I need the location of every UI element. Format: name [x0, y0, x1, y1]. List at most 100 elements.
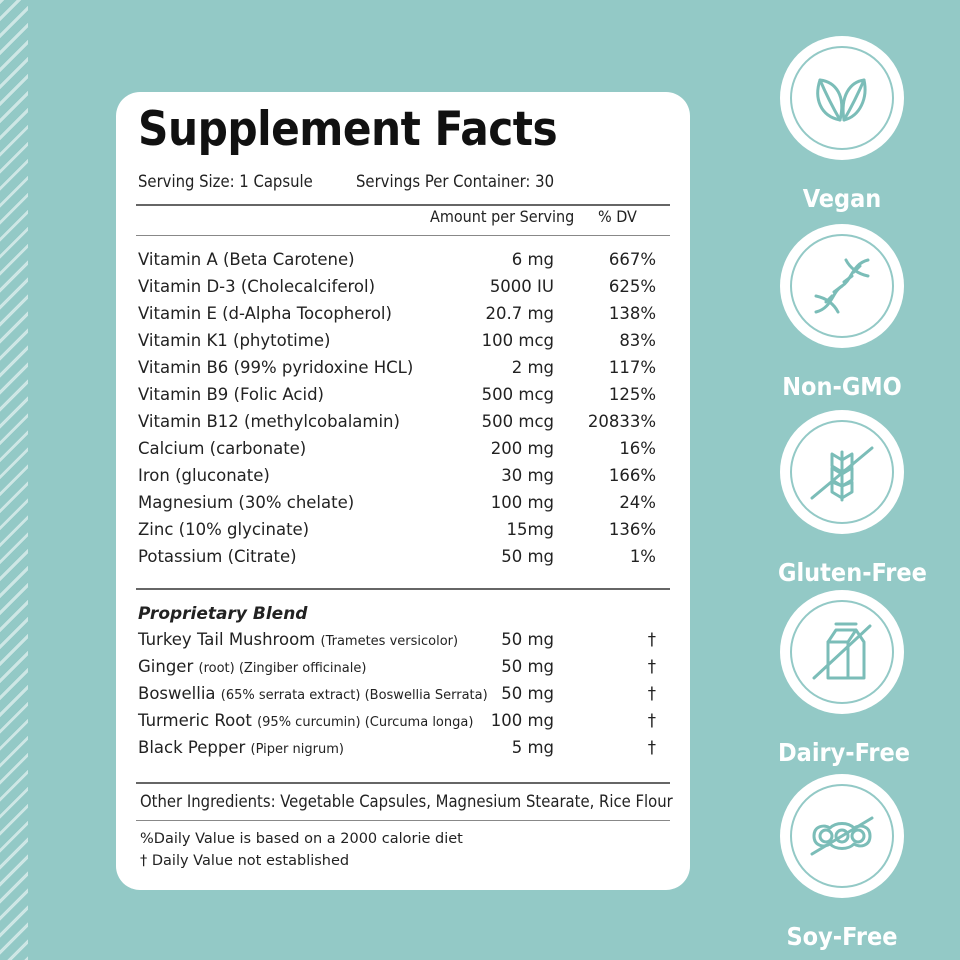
badge-dairy-free: Dairy-Free — [778, 590, 911, 767]
blend-name-cell: Turmeric Root (95% curcumin) (Curcuma lo… — [138, 711, 473, 730]
divider — [136, 204, 670, 206]
nutrient-amount: 2 mg — [511, 358, 554, 377]
nutrient-row: Iron (gluconate) 30 mg 166% — [116, 466, 690, 493]
nutrient-dv: 625% — [608, 277, 656, 296]
divider — [136, 820, 670, 821]
blend-name: Turmeric Root — [138, 711, 252, 730]
blend-title: Proprietary Blend — [138, 604, 308, 624]
blend-note: (Piper nigrum) — [250, 742, 344, 757]
nutrient-amount: 500 mcg — [481, 385, 554, 404]
nutrient-row: Vitamin A (Beta Carotene) 6 mg 667% — [116, 250, 690, 277]
nutrient-name: Zinc (10% glycinate) — [138, 520, 310, 539]
badge-label: Gluten-Free — [778, 558, 927, 587]
badge-non-gmo: Non-GMO — [778, 224, 906, 401]
blend-name: Turkey Tail Mushroom — [138, 630, 316, 649]
blend-note: (65% serrata extract) (Boswellia Serrata… — [220, 688, 488, 703]
footnote-daily-value: %Daily Value is based on a 2000 calorie … — [140, 831, 463, 847]
nutrient-row: Magnesium (30% chelate) 100 mg 24% — [116, 493, 690, 520]
nutrient-dv: 1% — [629, 547, 656, 566]
nutrient-amount: 15mg — [506, 520, 554, 539]
blend-row: Turkey Tail Mushroom (Trametes versicolo… — [116, 630, 690, 657]
divider — [136, 782, 670, 784]
blend-name-cell: Ginger (root) (Zingiber officinale) — [138, 657, 366, 676]
blend-dv: † — [647, 738, 656, 757]
nutrient-amount: 30 mg — [501, 466, 554, 485]
nutrient-row: Vitamin B9 (Folic Acid) 500 mcg 125% — [116, 385, 690, 412]
nutrient-amount: 6 mg — [511, 250, 554, 269]
nutrient-dv: 16% — [619, 439, 656, 458]
nutrient-name: Vitamin E (d-Alpha Tocopherol) — [138, 304, 392, 323]
servings-per-container: Servings Per Container: 30 — [356, 172, 555, 191]
blend-amount: 50 mg — [501, 684, 554, 703]
nutrient-row: Zinc (10% glycinate) 15mg 136% — [116, 520, 690, 547]
badge-gluten-free: Gluten-Free — [778, 410, 927, 587]
serving-size: Serving Size: 1 Capsule — [138, 172, 313, 191]
badge-label: Dairy-Free — [778, 738, 911, 767]
blend-dv: † — [647, 684, 656, 703]
nutrient-amount: 200 mg — [490, 439, 554, 458]
blend-amount: 5 mg — [511, 738, 554, 757]
badge-circle — [780, 774, 904, 898]
blend-row: Turmeric Root (95% curcumin) (Curcuma lo… — [116, 711, 690, 738]
nutrient-row: Potassium (Citrate) 50 mg 1% — [116, 547, 690, 574]
nutrient-row: Calcium (carbonate) 200 mg 16% — [116, 439, 690, 466]
blend-name: Boswellia — [138, 684, 216, 703]
nutrient-dv: 125% — [608, 385, 656, 404]
blend-row: Black Pepper (Piper nigrum) 5 mg † — [116, 738, 690, 765]
badge-circle — [780, 590, 904, 714]
nutrient-dv: 136% — [608, 520, 656, 539]
blend-name: Ginger — [138, 657, 194, 676]
blend-amount: 50 mg — [501, 630, 554, 649]
nutrient-dv: 117% — [608, 358, 656, 377]
nutrient-row: Vitamin E (d-Alpha Tocopherol) 20.7 mg 138… — [116, 304, 690, 331]
nutrient-name: Vitamin B12 (methylcobalamin) — [138, 412, 400, 431]
badge-soy-free: Soy-Free — [778, 774, 906, 951]
divider — [136, 588, 670, 590]
nutrient-dv: 138% — [608, 304, 656, 323]
nutrient-name: Iron (gluconate) — [138, 466, 270, 485]
blend-row: Boswellia (65% serrata extract) (Boswell… — [116, 684, 690, 711]
supplement-facts-panel: Supplement Facts Serving Size: 1 Capsule… — [116, 92, 690, 890]
nutrient-name: Magnesium (30% chelate) — [138, 493, 355, 512]
badge-label: Soy-Free — [786, 922, 898, 951]
blend-name-cell: Black Pepper (Piper nigrum) — [138, 738, 344, 757]
badge-label: Non-GMO — [782, 372, 902, 401]
blend-dv: † — [647, 630, 656, 649]
milk-carton-crossed-icon — [812, 622, 872, 680]
nutrient-name: Calcium (carbonate) — [138, 439, 307, 458]
leaf-icon — [816, 78, 867, 122]
badge-circle — [780, 36, 904, 160]
blend-dv: † — [647, 657, 656, 676]
side-pattern — [0, 0, 28, 960]
nutrient-name: Vitamin B6 (99% pyridoxine HCL) — [138, 358, 414, 377]
panel-title: Supplement Facts — [138, 102, 558, 157]
nutrient-row: Vitamin D-3 (Cholecalciferol) 5000 IU 625% — [116, 277, 690, 304]
badge-vegan: Vegan — [778, 36, 906, 213]
nutrient-name: Vitamin K1 (phytotime) — [138, 331, 331, 350]
column-header-amount: Amount per Serving — [430, 207, 575, 226]
nutrient-dv: 166% — [608, 466, 656, 485]
nutrient-name: Vitamin D-3 (Cholecalciferol) — [138, 277, 376, 296]
blend-name: Black Pepper — [138, 738, 246, 757]
nutrient-dv: 20833% — [587, 412, 656, 431]
wheat-crossed-icon — [810, 446, 874, 502]
blend-dv: † — [647, 711, 656, 730]
column-header-dv: % DV — [598, 207, 637, 226]
soybean-crossed-icon — [810, 816, 874, 856]
badge-circle — [780, 410, 904, 534]
nutrient-amount: 5000 IU — [489, 277, 554, 296]
nutrient-amount: 20.7 mg — [485, 304, 554, 323]
badge-circle — [780, 224, 904, 348]
blend-note: (Trametes versicolor) — [320, 634, 459, 649]
nutrient-dv: 83% — [619, 331, 656, 350]
nutrient-name: Vitamin A (Beta Carotene) — [138, 250, 355, 269]
blend-name-cell: Turkey Tail Mushroom (Trametes versicolo… — [138, 630, 458, 649]
blend-amount: 100 mg — [490, 711, 554, 730]
nutrient-amount: 500 mcg — [481, 412, 554, 431]
nutrient-name: Potassium (Citrate) — [138, 547, 297, 566]
nutrient-name: Vitamin B9 (Folic Acid) — [138, 385, 324, 404]
nutrient-dv: 24% — [619, 493, 656, 512]
nutrient-amount: 100 mg — [490, 493, 554, 512]
divider — [136, 235, 670, 236]
blend-note: (95% curcumin) (Curcuma longa) — [257, 715, 474, 730]
